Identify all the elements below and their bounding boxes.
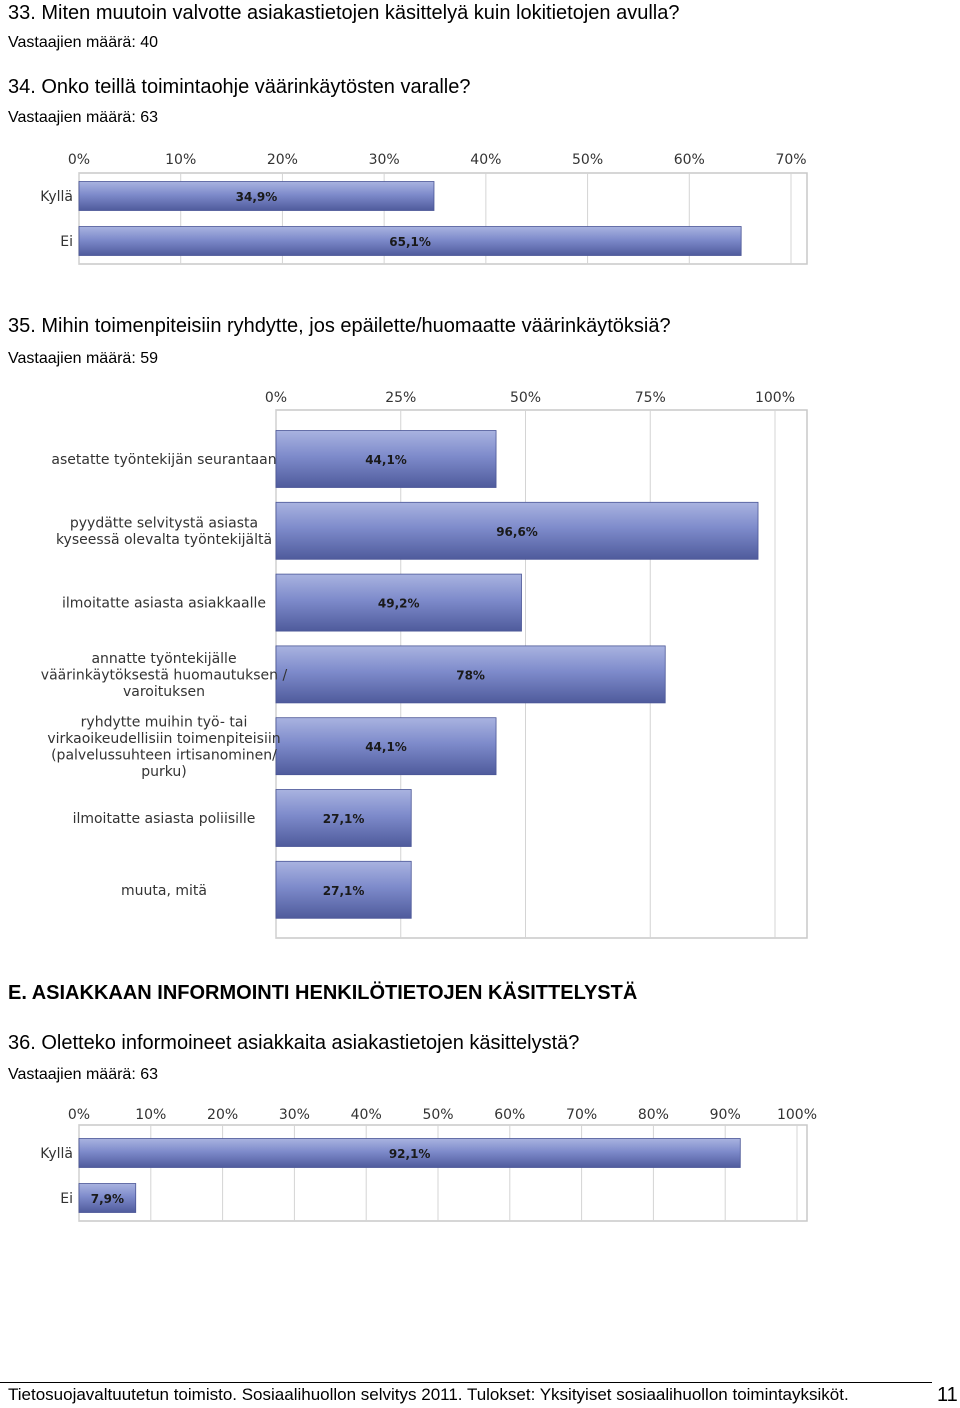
q35-category-label: virkaoikeudellisiin toimenpiteisiin — [47, 731, 280, 747]
q36-tick-label: 90% — [710, 1107, 741, 1123]
q34-value-label: 65,1% — [389, 235, 431, 249]
q36-tick-label: 50% — [422, 1107, 453, 1123]
q36-category-label: Ei — [60, 1191, 73, 1207]
chart-q34: 0% 10% 20% 30% 40% 50% 60% 70% 34,9% Kyllä 65,1% Ei — [40, 152, 808, 265]
chart-q36: 0% 10% 20% 30% 40% 50% 60% 70% 80% 90% 100% 92,1% Ky… — [40, 1107, 817, 1222]
q35-bar — [275, 860, 412, 919]
q35-value-label: 49,2% — [378, 597, 420, 611]
q34-tick-label: 30% — [369, 152, 400, 168]
q35-bar — [275, 573, 522, 632]
q34-bar — [78, 226, 742, 256]
q34-title: 34. Onko teillä toimintaohje väärinkäytö… — [8, 76, 471, 98]
q35-category-label: ilmoitatte asiasta asiakkaalle — [62, 596, 266, 612]
q35-value-label: 44,1% — [365, 740, 407, 754]
q36-bar — [78, 1138, 741, 1168]
q35-bar — [275, 789, 412, 847]
q35-category-label: (palvelussuhteen irtisanominen/ — [51, 747, 277, 763]
q36-tick-label: 70% — [566, 1107, 597, 1123]
q35-value-label: 78% — [456, 668, 485, 682]
q35-value-label: 44,1% — [365, 453, 407, 467]
q34-respondents: Vastaajien määrä: 63 — [8, 109, 159, 126]
q36-tick-label: 10% — [135, 1107, 166, 1123]
q35-tick-label: 25% — [385, 390, 416, 406]
page-number: 11 — [937, 1384, 958, 1406]
q35-category-label: väärinkäytöksestä huomautuksen / — [41, 667, 288, 683]
q34-tick-label: 70% — [775, 152, 806, 168]
q34-tick-label: 40% — [470, 152, 501, 168]
q34-value-label: 34,9% — [236, 190, 278, 204]
q33-title: 33. Miten muutoin valvotte asiakastietoj… — [8, 2, 680, 24]
q36-tick-label: 30% — [279, 1107, 310, 1123]
q35-category-label: pyydätte selvitystä asiasta — [70, 516, 258, 532]
q36-title: 36. Oletteko informoineet asiakkaita asi… — [8, 1032, 580, 1054]
q36-tick-label: 100% — [777, 1107, 817, 1123]
q35-category-label: varoituksen — [123, 684, 205, 700]
q35-category-label: kyseessä olevalta työntekijältä — [56, 532, 272, 548]
q33-respondents: Vastaajien määrä: 40 — [8, 34, 159, 51]
q35-bar — [275, 717, 497, 776]
q36-bar — [78, 1183, 137, 1213]
q36-category-label: Kyllä — [40, 1146, 73, 1162]
q35-category-label: ilmoitatte asiasta poliisille — [73, 811, 256, 827]
q35-category-label: purku) — [141, 764, 187, 780]
q35-category-label: muuta, mitä — [121, 883, 207, 899]
q34-tick-label: 50% — [572, 152, 603, 168]
q34-bar — [78, 181, 435, 211]
q34-tick-label: 60% — [674, 152, 705, 168]
q35-tick-label: 100% — [755, 390, 795, 406]
q34-category-label: Ei — [60, 234, 73, 250]
q35-tick-label: 50% — [510, 390, 541, 406]
q36-tick-label: 40% — [351, 1107, 382, 1123]
q35-respondents: Vastaajien määrä: 59 — [8, 350, 159, 367]
q34-category-label: Kyllä — [40, 189, 73, 205]
q35-bar — [275, 501, 759, 560]
q35-category-label: ryhdytte muihin työ- tai — [81, 714, 248, 730]
q35-tick-label: 75% — [635, 390, 666, 406]
q36-value-label: 7,9% — [91, 1192, 124, 1206]
q35-value-label: 27,1% — [323, 884, 365, 898]
q36-tick-label: 80% — [638, 1107, 669, 1123]
q34-tick-label: 0% — [68, 152, 90, 168]
q35-value-label: 27,1% — [323, 812, 365, 826]
q35-tick-label: 0% — [265, 390, 287, 406]
footer-text: Tietosuojavaltuutetun toimisto. Sosiaali… — [8, 1385, 849, 1404]
q36-respondents: Vastaajien määrä: 63 — [8, 1066, 159, 1083]
q36-tick-label: 0% — [68, 1107, 90, 1123]
chart-q35: 0% 25% 50% 75% 100% 44,1% asetatte työntekijän… — [41, 390, 808, 939]
q35-bar — [275, 430, 497, 488]
q36-tick-label: 60% — [494, 1107, 525, 1123]
section-e-heading: E. ASIAKKAAN INFORMOINTI HENKILÖTIETOJEN… — [8, 982, 638, 1004]
q35-bar — [275, 645, 666, 704]
q36-tick-label: 20% — [207, 1107, 238, 1123]
q34-tick-label: 10% — [165, 152, 196, 168]
footer-divider — [0, 1382, 932, 1383]
q36-value-label: 92,1% — [389, 1147, 431, 1161]
q35-category-label: annatte työntekijälle — [91, 651, 236, 667]
q34-tick-label: 20% — [267, 152, 298, 168]
q35-category-label: asetatte työntekijän seurantaan — [51, 452, 276, 468]
q35-title: 35. Mihin toimenpiteisiin ryhdytte, jos … — [8, 315, 671, 337]
q35-value-label: 96,6% — [496, 525, 538, 539]
